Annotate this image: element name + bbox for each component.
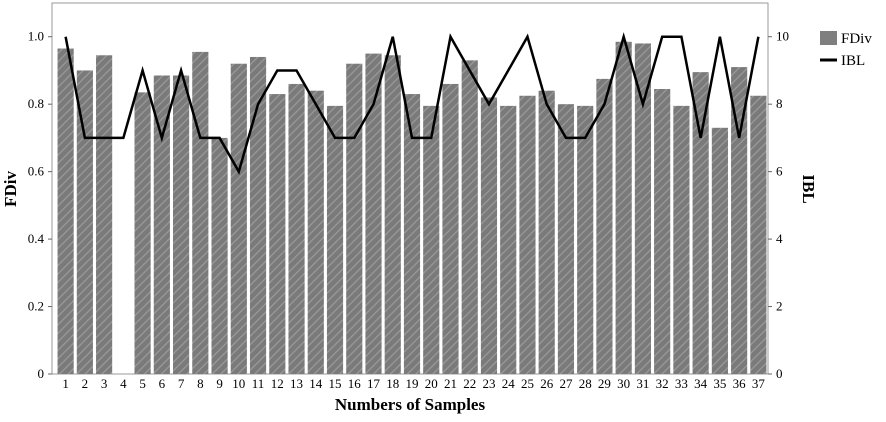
x-tick-label-7: 7	[178, 376, 185, 391]
bar-fdiv-1	[57, 48, 74, 374]
left-tick-label-1.0: 1.0	[28, 29, 44, 44]
bar-fdiv-12	[269, 94, 286, 374]
x-tick-label-28: 28	[579, 376, 592, 391]
bar-fdiv-37	[750, 95, 767, 374]
x-tick-label-33: 33	[675, 376, 688, 391]
bar-fdiv-8	[192, 51, 209, 375]
left-tick-label-0.6: 0.6	[28, 164, 45, 179]
x-tick-label-10: 10	[232, 376, 245, 391]
right-tick-label-6: 6	[776, 164, 783, 179]
x-tick-label-14: 14	[309, 376, 323, 391]
bar-fdiv-28	[577, 105, 594, 375]
bar-fdiv-11	[249, 56, 267, 375]
x-tick-label-11: 11	[252, 376, 265, 391]
x-tick-label-12: 12	[271, 376, 284, 391]
x-tick-label-6: 6	[159, 376, 166, 391]
x-tick-label-32: 32	[656, 376, 669, 391]
x-tick-label-35: 35	[713, 376, 726, 391]
x-tick-label-17: 17	[367, 376, 381, 391]
x-tick-label-5: 5	[139, 376, 146, 391]
x-tick-label-37: 37	[752, 376, 766, 391]
bar-fdiv-22	[461, 60, 478, 375]
line-group	[64, 32, 760, 175]
right-axis-title: IBL	[799, 174, 818, 203]
bar-fdiv-3	[96, 55, 113, 374]
left-tick-label-0.2: 0.2	[28, 299, 44, 314]
bar-fdiv-29	[596, 78, 613, 374]
right-axis: 0 2 4 6 8 10	[768, 29, 789, 381]
bar-fdiv-7	[173, 75, 190, 374]
bar-fdiv-2	[76, 70, 93, 374]
x-tick-label-25: 25	[521, 376, 534, 391]
left-axis-title: FDiv	[1, 171, 20, 207]
legend-swatch-fdiv	[820, 31, 837, 45]
right-tick-label-4: 4	[776, 231, 783, 246]
left-tick-label-0.8: 0.8	[28, 96, 44, 111]
x-tick-label-3: 3	[101, 376, 108, 391]
x-tick-label-21: 21	[444, 376, 457, 391]
bar-fdiv-35	[711, 127, 728, 374]
bar-fdiv-5	[134, 92, 151, 374]
x-tick-label-19: 19	[406, 376, 419, 391]
bar-fdiv-6	[153, 75, 170, 374]
legend-label-fdiv: FDiv	[841, 31, 872, 47]
bar-fdiv-10	[230, 63, 247, 375]
bar-fdiv-34	[692, 72, 709, 374]
x-tick-label-18: 18	[386, 376, 399, 391]
x-tick-label-23: 23	[482, 376, 495, 391]
bar-fdiv-21	[442, 83, 459, 374]
bar-fdiv-18	[384, 55, 401, 374]
x-tick-label-34: 34	[694, 376, 708, 391]
right-tick-label-10: 10	[776, 29, 789, 44]
right-tick-label-8: 8	[776, 96, 783, 111]
x-tick-label-30: 30	[617, 376, 630, 391]
left-tick-label-0: 0	[38, 366, 45, 381]
x-axis: 1 2 3 4 5 6 7 8 9 10 11 12 13 14 15 16 17 18 19 20 21 22 23 24 2…	[62, 376, 765, 391]
bar-fdiv-31	[634, 43, 651, 374]
x-tick-label-15: 15	[329, 376, 342, 391]
bar-fdiv-15	[326, 105, 344, 375]
x-axis-title: Numbers of Samples	[335, 395, 486, 414]
x-tick-label-20: 20	[425, 376, 438, 391]
bar-fdiv-23	[480, 97, 498, 374]
x-tick-label-13: 13	[290, 376, 303, 391]
right-tick-label-2: 2	[776, 299, 783, 314]
bar-fdiv-9	[211, 137, 228, 374]
x-tick-label-31: 31	[636, 376, 649, 391]
bar-fdiv-36	[731, 67, 748, 374]
x-tick-label-1: 1	[62, 376, 69, 391]
bar-fdiv-20	[423, 105, 440, 375]
bar-fdiv-32	[654, 89, 671, 374]
x-tick-label-26: 26	[540, 376, 554, 391]
legend: FDiv IBL	[820, 31, 872, 69]
left-axis: 0 0.2 0.4 0.6 0.8 1.0	[28, 29, 52, 381]
left-tick-label-0.4: 0.4	[28, 231, 45, 246]
right-tick-label-0: 0	[776, 366, 783, 381]
bars-group	[57, 41, 767, 375]
bar-fdiv-33	[673, 105, 690, 375]
bar-fdiv-25	[519, 95, 536, 374]
x-tick-label-16: 16	[348, 376, 362, 391]
bar-fdiv-17	[365, 53, 382, 375]
bar-fdiv-26	[538, 90, 555, 374]
bar-fdiv-24	[500, 105, 517, 375]
bar-fdiv-14	[307, 90, 324, 374]
bar-fdiv-30	[615, 41, 632, 374]
x-tick-label-27: 27	[559, 376, 573, 391]
bar-fdiv-13	[288, 83, 305, 374]
bar-fdiv-19	[403, 94, 421, 374]
x-tick-label-4: 4	[120, 376, 127, 391]
legend-label-ibl: IBL	[841, 53, 865, 69]
x-tick-label-2: 2	[82, 376, 89, 391]
x-tick-label-8: 8	[197, 376, 204, 391]
x-tick-label-36: 36	[733, 376, 747, 391]
bar-fdiv-16	[346, 63, 363, 375]
x-tick-label-24: 24	[502, 376, 516, 391]
x-tick-label-29: 29	[598, 376, 611, 391]
x-tick-label-22: 22	[463, 376, 476, 391]
x-tick-label-9: 9	[216, 376, 223, 391]
bar-fdiv-27	[557, 104, 575, 375]
